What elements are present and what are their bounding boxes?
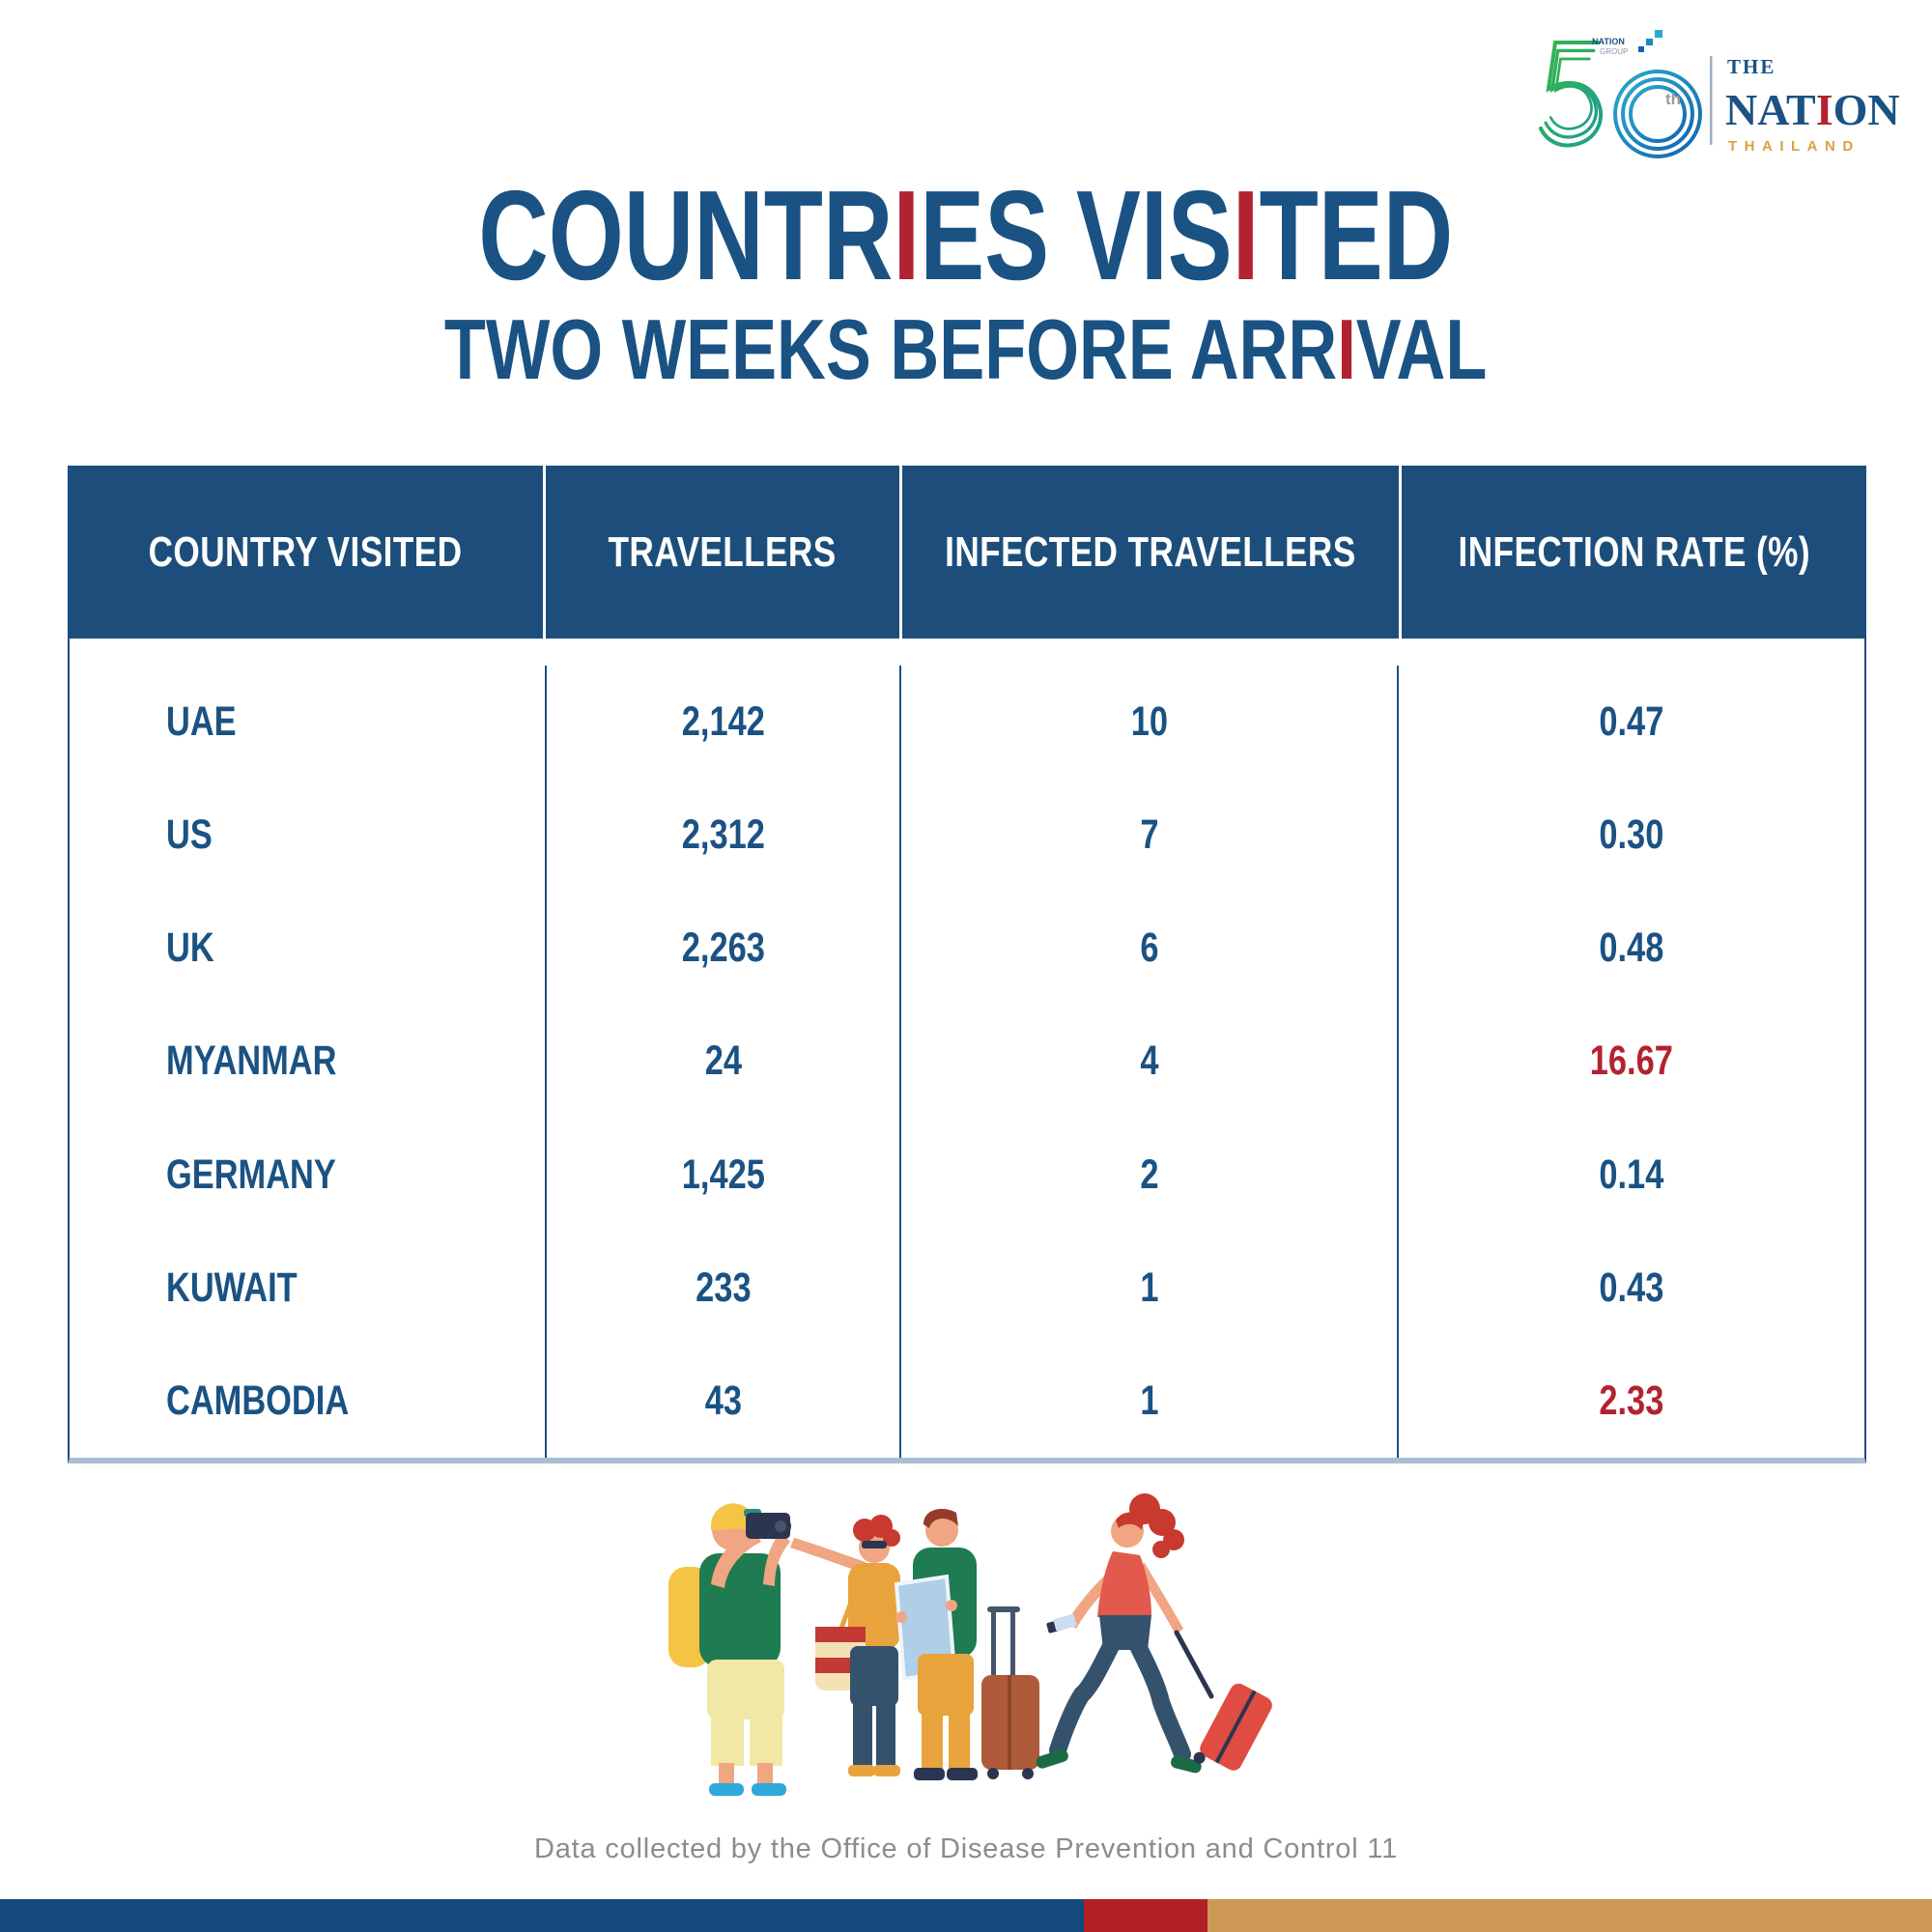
title-segment: TED [1259,164,1454,306]
table-row: CAMBODIA 43 1 2.33 [70,1344,1864,1458]
cell-travellers: 2,263 [545,892,899,1006]
cell-travellers: 43 [545,1344,899,1458]
cell-infected: 2 [899,1118,1397,1232]
wordmark-thailand: THAILAND [1728,138,1861,155]
cell-country: GERMANY [166,1151,336,1198]
title-accent-letter: I [893,164,921,306]
table-row: UK 2,263 6 0.48 [70,892,1864,1006]
table-body: UAE 2,142 10 0.47 US 2,312 7 0.30 UK 2,2… [68,639,1866,1463]
table-row: MYANMAR 24 4 16.67 [70,1005,1864,1119]
cell-rate: 0.43 [1397,1231,1864,1345]
bottom-color-bar [0,1899,1932,1932]
countries-table: COUNTRY VISITED TRAVELLERS INFECTED TRAV… [68,466,1866,1463]
page-title: COUNTRIES VISITED [0,172,1932,299]
nation-group-line1: NATION [1592,37,1625,46]
cell-travellers: 24 [545,1005,899,1119]
cell-infected: 10 [899,666,1397,780]
cell-travellers: 233 [545,1231,899,1345]
cell-travellers: 2,312 [545,779,899,893]
cell-infected: 7 [899,779,1397,893]
wordmark-nation: NATION [1725,85,1900,134]
cell-country: KUWAIT [166,1264,298,1311]
map-couple-figure [790,1509,1039,1780]
red-suitcase [1193,1683,1272,1771]
walking-traveller-figure [1036,1493,1272,1774]
subtitle-accent-letter: I [1337,301,1357,397]
page-subtitle: TWO WEEKS BEFORE ARRIVAL [0,307,1932,392]
cell-rate: 0.48 [1397,892,1864,1006]
subtitle-segment: VAL [1356,301,1488,397]
data-source-note: Data collected by the Office of Disease … [533,1833,1399,1864]
photographer-figure [668,1503,791,1796]
ticket-icon [1046,1614,1077,1634]
cell-infected: 4 [899,1005,1397,1119]
cell-rate: 0.14 [1397,1118,1864,1232]
cell-travellers: 2,142 [545,666,899,780]
brown-suitcase [981,1606,1039,1779]
cell-travellers: 1,425 [545,1118,899,1232]
cell-infected: 6 [899,892,1397,1006]
nation-masthead-logo: th NATION GROUP THE NATION THAILAND [1495,27,1917,178]
travellers-illustration [618,1470,1299,1804]
cell-rate: 16.67 [1397,1005,1864,1119]
bar-segment-red [1084,1899,1208,1932]
table-row: KUWAIT 233 1 0.43 [70,1231,1864,1345]
cell-country: UK [166,924,214,972]
cell-infected: 1 [899,1231,1397,1345]
header-infected-travellers: INFECTED TRAVELLERS [902,466,1399,639]
cell-country: US [166,811,213,859]
table-header-row: COUNTRY VISITED TRAVELLERS INFECTED TRAV… [68,466,1866,639]
header-infection-rate: INFECTION RATE (%) [1402,466,1866,639]
table-row: GERMANY 1,425 2 0.14 [70,1118,1864,1232]
cell-country: CAMBODIA [166,1377,350,1424]
bar-segment-blue [0,1899,1084,1932]
bar-segment-gold [1208,1899,1932,1932]
nation-logo-graphic: th NATION GROUP THE NATION THAILAND [1539,30,1900,158]
group-arrow-icon [1638,30,1662,52]
logo-divider [1710,56,1713,145]
title-segment: COUNTR [478,164,894,306]
cell-country: UAE [166,698,237,746]
title-segment: ES VIS [920,164,1233,306]
wordmark-the: THE [1727,55,1776,78]
header-travellers: TRAVELLERS [546,466,899,639]
table-row: US 2,312 7 0.30 [70,779,1864,893]
cell-rate: 2.33 [1397,1344,1864,1458]
cell-country: MYANMAR [166,1037,337,1085]
header-country-visited: COUNTRY VISITED [68,466,543,639]
subtitle-segment: TWO WEEKS BEFORE ARR [444,301,1338,397]
cell-infected: 1 [899,1344,1397,1458]
the-nation-wordmark: THE NATION THAILAND [1725,55,1900,155]
title-accent-letter: I [1232,164,1260,306]
anniversary-th-label: th [1665,90,1681,108]
nation-group-line2: GROUP [1600,47,1628,56]
anniversary-50-logo: th NATION GROUP [1539,30,1702,158]
cell-rate: 0.47 [1397,666,1864,780]
table-row: UAE 2,142 10 0.47 [70,666,1864,780]
cell-rate: 0.30 [1397,779,1864,893]
